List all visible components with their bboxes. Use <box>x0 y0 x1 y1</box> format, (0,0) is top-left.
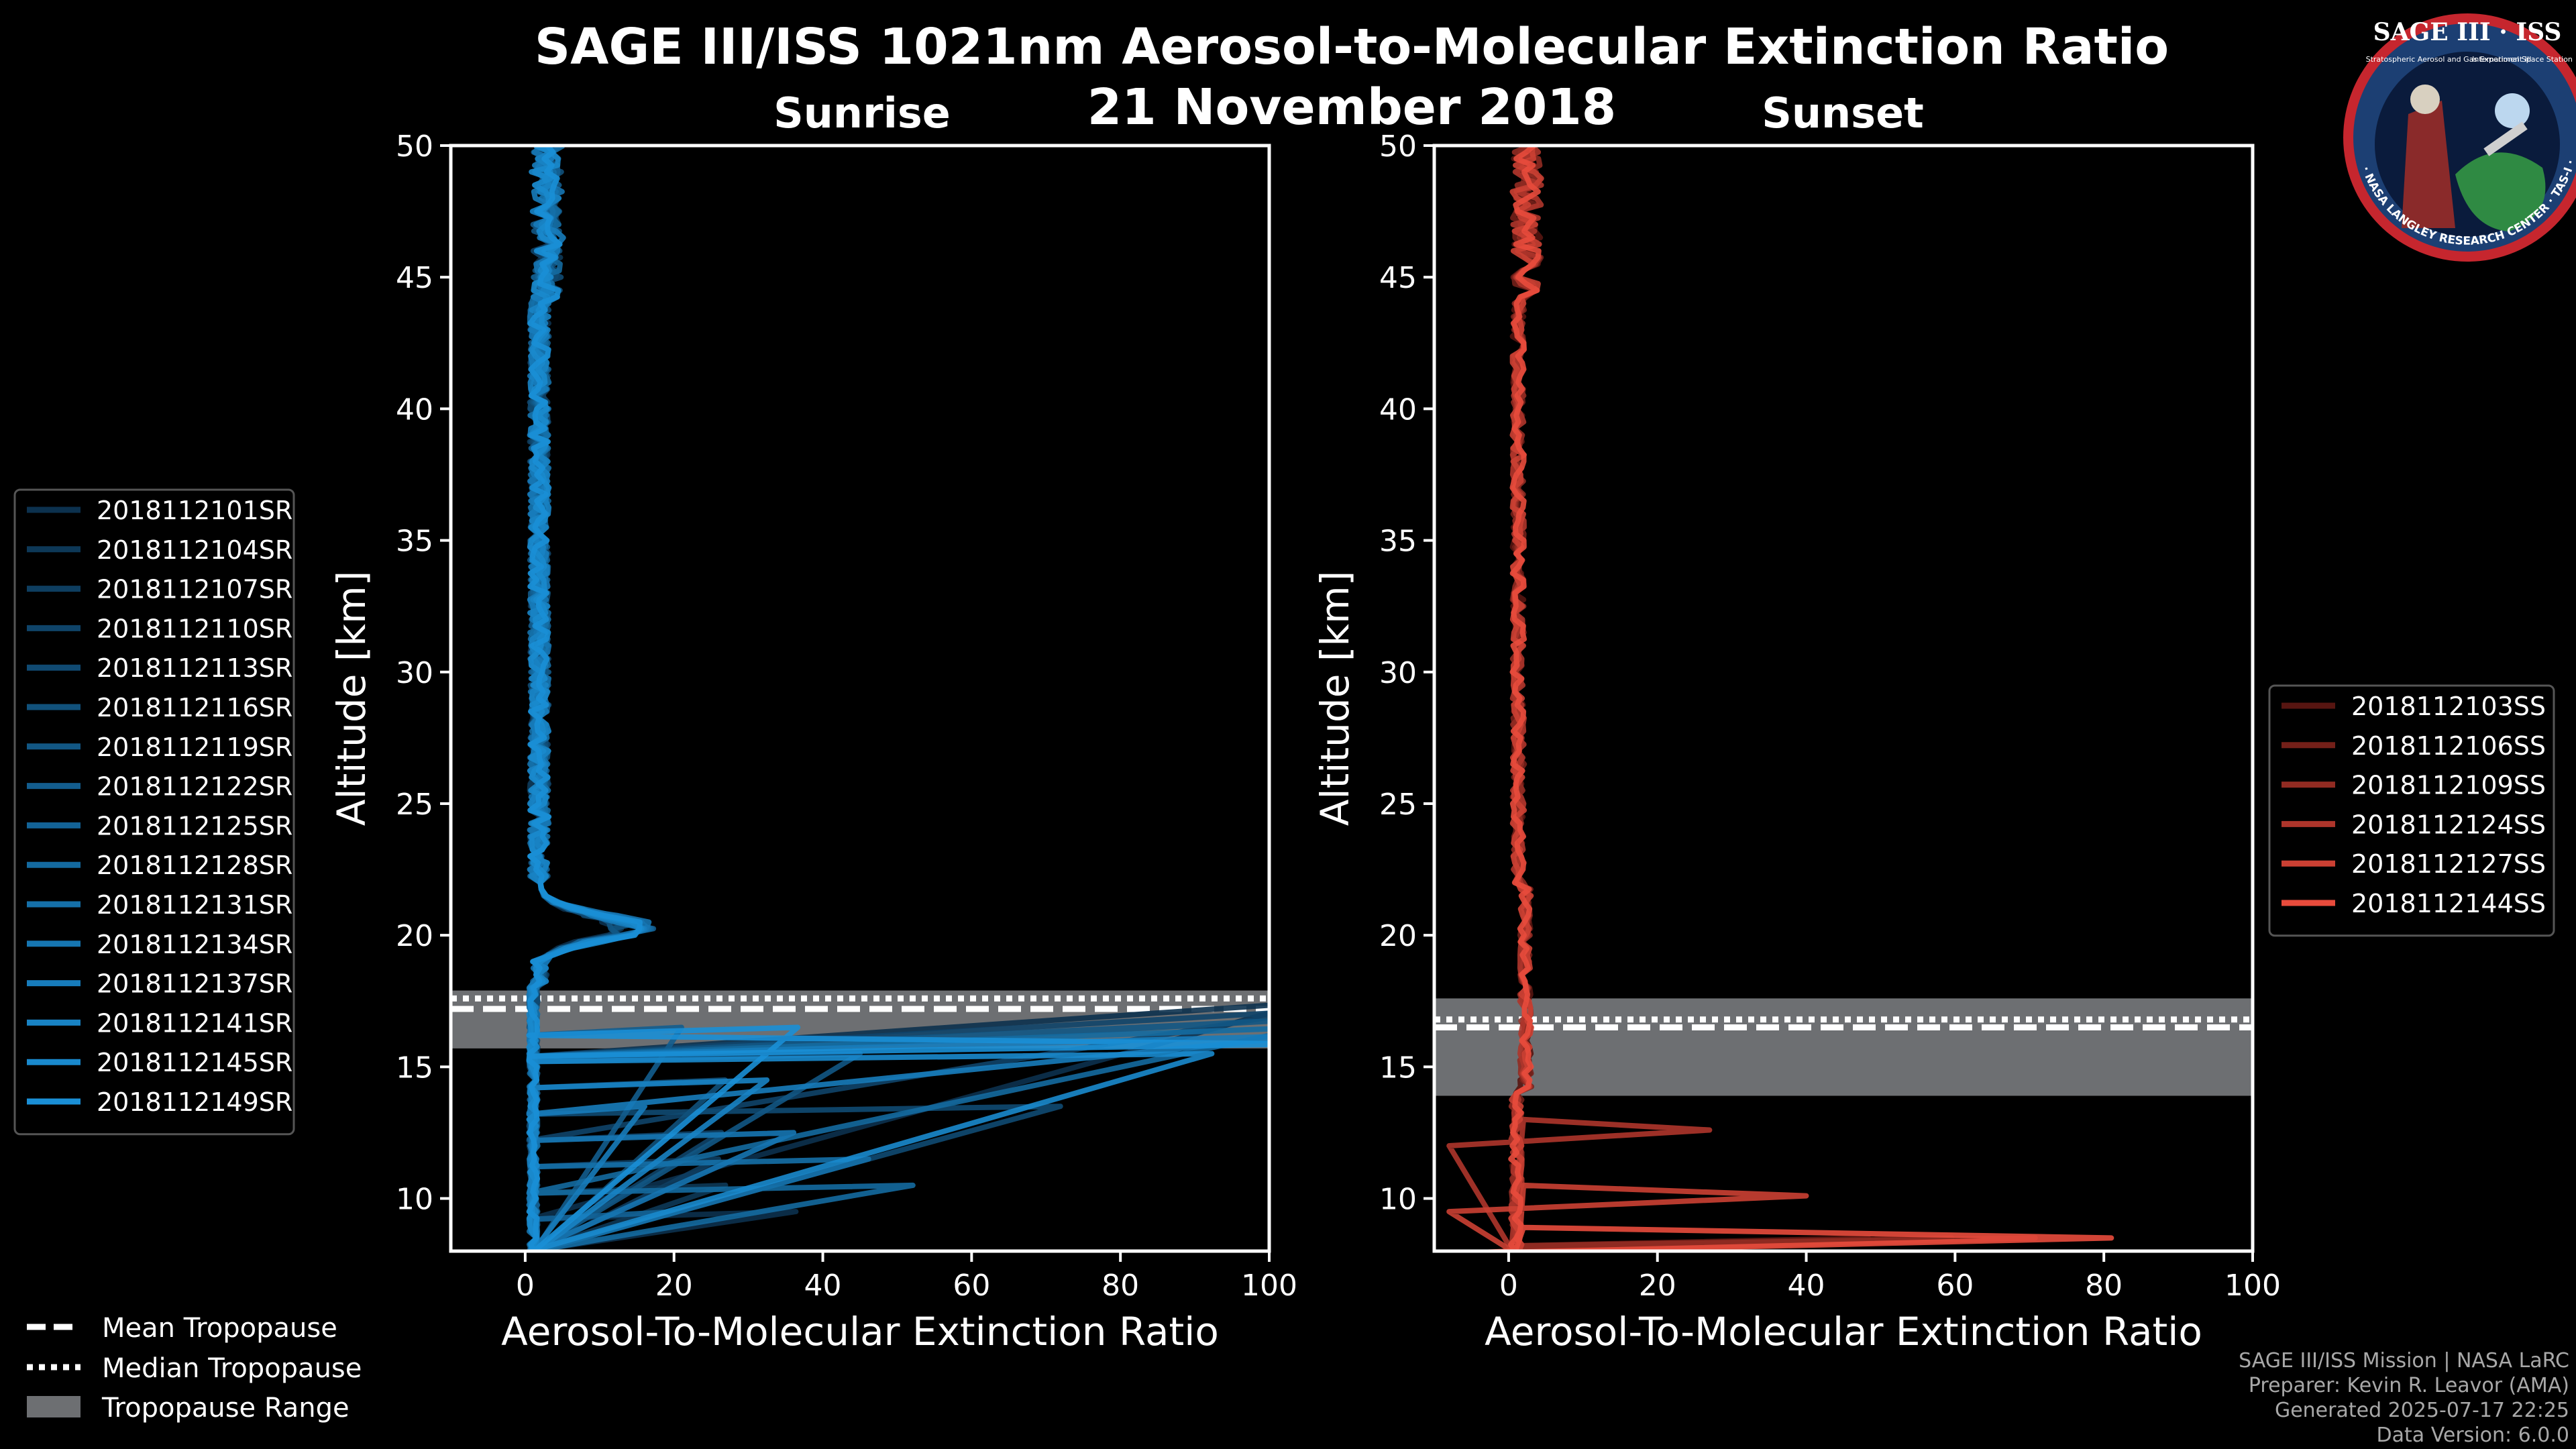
sunrise-xtick-label: 100 <box>1241 1269 1297 1303</box>
sunset-xtick-label: 0 <box>1499 1269 1518 1303</box>
mean-tropopause-label: Mean Tropopause <box>102 1313 337 1344</box>
sunrise-legend-label: 2018112149SR <box>97 1087 292 1117</box>
sunrise-ytick-label: 30 <box>396 656 433 690</box>
sunrise-plot: 10 15 20 25 30 35 40 45 50 0 20 40 60 80 100 Aerosol-To… <box>329 129 1297 1354</box>
sunset-ytick-label: 15 <box>1379 1051 1417 1085</box>
logo-moon <box>2495 93 2530 128</box>
footer-mission: SAGE III/ISS Mission | NASA LaRC <box>2239 1349 2569 1373</box>
sunrise-legend-label: 2018112122SR <box>97 772 292 802</box>
sunrise-xtick-label: 40 <box>804 1269 842 1303</box>
sunrise-ytick-label: 45 <box>396 261 433 295</box>
sunrise-legend: 2018112101SR 2018112104SR 2018112107SR 2018… <box>13 488 295 1136</box>
sunrise-series-2018112149SR <box>526 146 1269 1251</box>
sunrise-xtick-label: 0 <box>516 1269 535 1303</box>
sunset-legend-label: 2018112127SS <box>2351 849 2546 879</box>
sunrise-ytick-label: 50 <box>396 129 433 164</box>
sunrise-ytick-label: 15 <box>396 1051 433 1085</box>
sunrise-legend-label: 2018112107SR <box>97 575 292 604</box>
sunset-legend-label: 2018112106SS <box>2351 731 2546 761</box>
sunrise-ylabel: Altitude [km] <box>329 571 374 826</box>
sunset-ytick-label: 40 <box>1379 392 1417 427</box>
sunset-xtick-label: 20 <box>1639 1269 1676 1303</box>
sunrise-axes-frame <box>449 144 1271 1253</box>
sunset-ytick-label: 50 <box>1379 129 1417 164</box>
sunrise-legend-label: 2018112110SR <box>97 614 292 643</box>
sunset-tropopause-range-band <box>1434 998 2253 1096</box>
logo-figure <box>2402 101 2455 228</box>
sunrise-legend-label: 2018112125SR <box>97 811 292 841</box>
sunset-legend-label: 2018112144SS <box>2351 889 2546 918</box>
sunrise-xlabel: Aerosol-To-Molecular Extinction Ratio <box>501 1309 1219 1354</box>
sunset-legend: 2018112103SS 2018112106SS 2018112109SS 2018… <box>2268 684 2555 937</box>
sunset-legend-label: 2018112103SS <box>2351 692 2546 721</box>
sunset-xtick-label: 100 <box>2224 1269 2281 1303</box>
sunrise-legend-label: 2018112113SR <box>97 653 292 683</box>
sunset-panel-title: Sunset <box>1762 89 1924 138</box>
sunrise-panel-title: Sunrise <box>773 89 951 138</box>
footer-generated: Generated 2025-07-17 22:25 <box>2275 1399 2569 1422</box>
sunset-legend-box <box>2268 684 2555 937</box>
tropopause-range-label: Tropopause Range <box>101 1393 350 1424</box>
tropopause-legend: Mean Tropopause Median Tropopause Tropop… <box>27 1313 362 1424</box>
sunrise-legend-box <box>13 488 295 1136</box>
sunset-ytick-label: 20 <box>1379 919 1417 953</box>
sunrise-legend-label: 2018112128SR <box>97 851 292 880</box>
footer-preparer: Preparer: Kevin R. Leavor (AMA) <box>2249 1374 2569 1397</box>
sunrise-ytick-label: 20 <box>396 919 433 953</box>
tropopause-range-swatch <box>27 1396 80 1417</box>
sunset-legend-label: 2018112109SS <box>2351 771 2546 800</box>
sunset-ytick-label: 35 <box>1379 525 1417 559</box>
sunset-ytick-label: 10 <box>1379 1183 1417 1217</box>
sunrise-legend-label: 2018112104SR <box>97 535 292 565</box>
sunset-ytick-label: 45 <box>1379 261 1417 295</box>
sunset-plot: 10 15 20 25 30 35 40 45 50 0 20 40 60 80 100 Aerosol-To… <box>1312 129 2281 1354</box>
sunrise-ytick-label: 35 <box>396 525 433 559</box>
sunrise-profile-lines <box>526 146 1269 1251</box>
sunrise-xtick-label: 80 <box>1102 1269 1139 1303</box>
sunset-ytick-label: 30 <box>1379 656 1417 690</box>
sunrise-legend-label: 2018112116SR <box>97 693 292 722</box>
sunset-legend-label: 2018112124SS <box>2351 810 2546 839</box>
sunrise-ytick-label: 40 <box>396 392 433 427</box>
logo-sub2: International Space Station <box>2472 55 2573 64</box>
sunset-xtick-label: 80 <box>2085 1269 2123 1303</box>
figure-title: SAGE III/ISS 1021nm Aerosol-to-Molecular… <box>535 18 2169 76</box>
logo-figure-head <box>2410 85 2440 114</box>
sunrise-legend-label: 2018112101SR <box>97 496 292 525</box>
footer-version: Data Version: 6.0.0 <box>2377 1424 2569 1447</box>
footer-credits: SAGE III/ISS Mission | NASA LaRC Prepare… <box>2239 1349 2569 1447</box>
sunset-profile-lines <box>1446 146 2114 1251</box>
sunrise-xtick-label: 20 <box>655 1269 693 1303</box>
figure-date: 21 November 2018 <box>1087 78 1616 136</box>
sunset-xtick-label: 60 <box>1936 1269 1974 1303</box>
sunrise-ytick-label: 10 <box>396 1183 433 1217</box>
sunset-xtick-label: 40 <box>1788 1269 1825 1303</box>
sunset-ylabel: Altitude [km] <box>1312 571 1358 826</box>
sunset-xlabel: Aerosol-To-Molecular Extinction Ratio <box>1485 1309 2202 1354</box>
logo-earth <box>2455 152 2546 231</box>
sunrise-legend-label: 2018112119SR <box>97 733 292 762</box>
sunrise-legend-label: 2018112145SR <box>97 1048 292 1077</box>
logo-station <box>2483 121 2528 156</box>
sunrise-ytick-label: 25 <box>396 788 433 822</box>
median-tropopause-label: Median Tropopause <box>102 1353 362 1384</box>
sunset-ytick-label: 25 <box>1379 788 1417 822</box>
sunrise-xtick-label: 60 <box>953 1269 990 1303</box>
logo-sub1: Stratospheric Aerosol and Gas Experiment… <box>2366 55 2532 64</box>
sunrise-legend-label: 2018112134SR <box>97 930 292 959</box>
sunrise-legend-label: 2018112137SR <box>97 969 292 999</box>
logo-label: SAGE III · ISS <box>2373 18 2562 46</box>
sunset-axes-frame <box>1432 144 2255 1253</box>
sunrise-legend-label: 2018112131SR <box>97 890 292 920</box>
sunset-series-2018112144SS <box>1448 146 2114 1251</box>
sunrise-legend-label: 2018112141SR <box>97 1008 292 1038</box>
